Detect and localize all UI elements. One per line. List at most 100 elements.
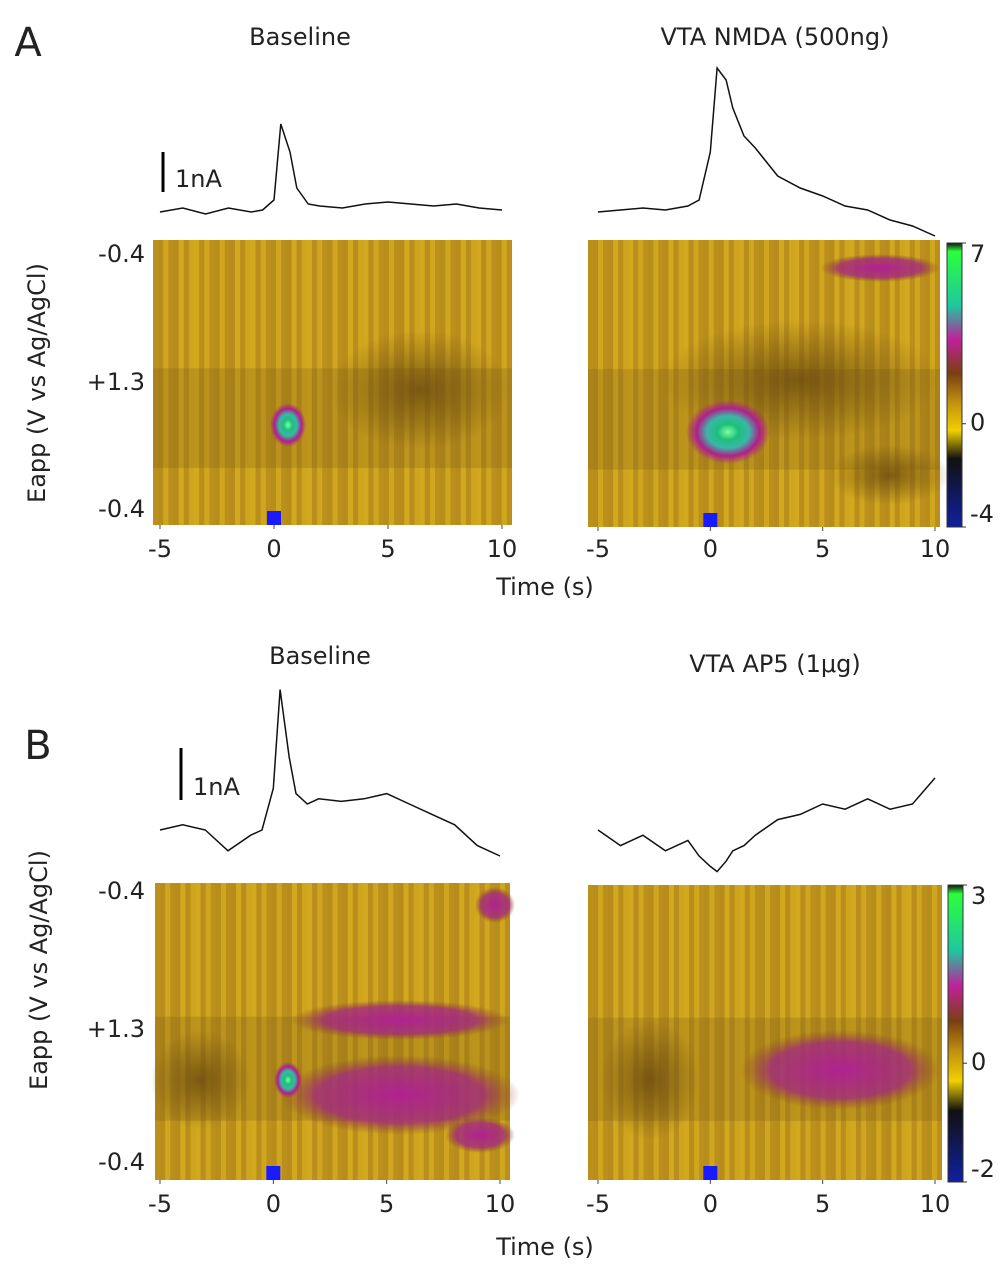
color-plot-stripe [749,885,755,1180]
color-plot-stripe [173,240,179,525]
color-plot-stripe [327,240,333,525]
colorbar-tick-label: 0 [970,409,985,437]
color-plot-stripe [936,885,942,1180]
eapp-tick-label: -0.4 [98,877,145,905]
color-plot-stripe [638,240,644,527]
panel-title: Baseline [269,642,371,670]
color-plot-stripe [255,240,261,525]
x-tick-label: -5 [586,535,610,563]
color-plot-stripe [286,240,292,525]
color-plot-stripe [593,240,599,527]
color-plot-stripe [790,885,796,1180]
color-plot-stripe [724,885,730,1180]
colorbar [946,242,963,528]
color-plot-stripe [155,883,161,1180]
color-plot-stripe [643,240,649,527]
color-plot-stripe [266,883,272,1180]
panel-title: Baseline [249,23,351,51]
panel-title: VTA NMDA (500ng) [660,23,889,51]
color-plot-stripe [775,885,781,1180]
color-plot-stripe [168,240,174,525]
color-plot-stripe [588,240,594,527]
color-plot-stripe [623,240,629,527]
color-plot-stripe [311,240,318,525]
color-plot-feature [830,445,950,505]
scale-bar-label: 1nA [193,773,240,801]
color-plot-stripe [297,883,303,1180]
color-plot-stripe [499,883,505,1180]
color-plot-stripe [251,883,257,1180]
color-plot-feature [740,1030,940,1110]
x-axis-title: Time (s) [495,1233,594,1261]
color-plot-stripe [291,240,297,525]
scale-bar-label: 1nA [175,165,222,193]
color-plot-stripe [236,883,242,1180]
y-axis-title: Eapp (V vs Ag/AgCl) [25,850,53,1090]
color-plot-stripe [588,885,594,1180]
x-tick-label: 0 [266,535,281,563]
current-trace [597,777,936,873]
x-tick-label: 10 [920,535,951,563]
color-plot-stripe [916,885,922,1180]
color-plot-stripe [165,883,171,1180]
color-plot-stripe [175,883,181,1180]
color-plot-stripe [163,240,169,525]
color-plot-stripe [785,885,791,1180]
color-plot-stripe [603,240,609,527]
colorbar-tick-label: 3 [971,882,986,910]
color-plot-feature [445,1117,515,1153]
color-plot-stripe [160,883,166,1180]
colorbar-tick-label: -2 [971,1155,995,1183]
color-plot-stripe [754,885,760,1180]
color-plot-stripe [593,885,599,1180]
color-plot-stripe [709,885,715,1180]
color-plot-stripe [765,885,771,1180]
colorbar-tick-label: 0 [971,1048,986,1076]
color-plot-stripe [246,883,252,1180]
color-plot-stripe [598,885,604,1180]
color-plot-stripe [876,885,882,1180]
color-plot-stripe [800,885,806,1180]
color-plot-stripe [770,885,776,1180]
x-tick-label: 10 [485,1190,516,1218]
color-plot-stripe [261,883,267,1180]
color-plot-feature [686,400,770,464]
color-plot-stripe [729,885,735,1180]
color-plot-stripe [506,240,512,525]
color-plot-stripe [210,883,216,1180]
x-tick-label: 5 [815,535,830,563]
color-plot-stripe [780,885,786,1180]
color-plot-stripe [224,240,230,525]
color-plot-feature [290,1000,510,1040]
color-plot-stripe [276,883,282,1180]
x-tick-label: 0 [703,535,718,563]
color-plot-stripe [608,885,614,1180]
color-plot-stripe [219,240,225,525]
color-plot-stripe [302,883,308,1180]
color-plot-stripe [199,240,205,525]
x-tick-label: 10 [920,1190,951,1218]
color-plot-stripe [301,240,307,525]
color-plot-stripe [714,885,720,1180]
color-plot-stripe [734,885,740,1180]
color-plot-stripe [281,883,287,1180]
color-plot-stripe [494,883,500,1180]
color-plot-stripe [921,885,927,1180]
color-plot-stripe [260,240,266,525]
color-plot-stripe [795,885,801,1180]
color-plot-stripe [881,885,887,1180]
stim-marker [703,1166,718,1180]
x-tick-label: -5 [586,1190,610,1218]
x-tick-label: 0 [703,1190,718,1218]
color-plot-stripe [286,883,292,1180]
color-plot-stripe [276,240,282,525]
x-tick-label: 0 [266,1190,281,1218]
x-tick-label: -5 [148,1190,172,1218]
stim-marker [703,513,718,527]
color-plot-stripe [153,240,159,525]
color-plot-stripe [704,885,710,1180]
color-plot-stripe [291,883,297,1180]
panel-letter: B [24,723,51,769]
color-plot-stripe [886,885,892,1180]
color-plot-stripe [317,240,323,525]
